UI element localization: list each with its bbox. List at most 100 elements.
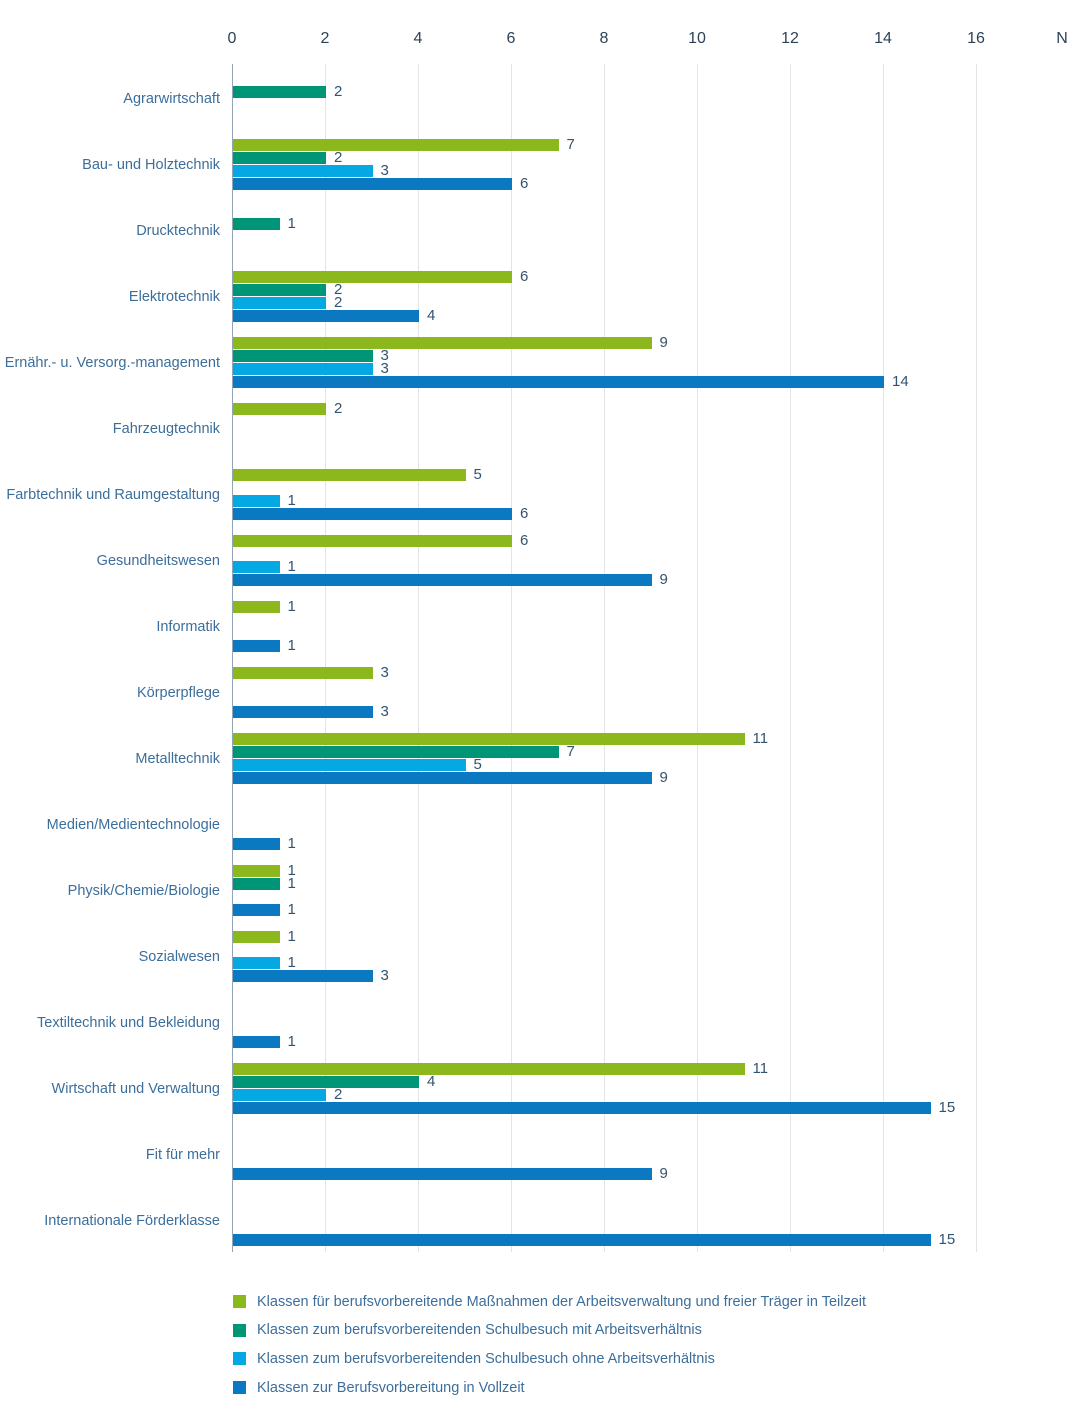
bar <box>233 1036 280 1048</box>
gridline <box>883 64 884 1252</box>
x-axis-unit-label: N <box>1056 30 1068 47</box>
bar <box>233 535 512 547</box>
bar <box>233 310 419 322</box>
bar <box>233 337 652 349</box>
bar-value-label: 3 <box>380 360 389 377</box>
bar-value-label: 1 <box>287 928 296 945</box>
gridline <box>604 64 605 1252</box>
category-label: Gesundheitswesen <box>96 553 220 569</box>
bar-value-label: 4 <box>427 307 436 324</box>
category-label: Agrarwirtschaft <box>123 91 220 107</box>
bar <box>233 165 373 177</box>
legend-item: Klassen zum berufsvorbereitenden Schulbe… <box>233 1350 715 1367</box>
category-label: Sozialwesen <box>138 949 220 965</box>
category-label: Ernähr.- u. Versorg.-management <box>4 355 220 371</box>
bar <box>233 86 326 98</box>
gridline <box>790 64 791 1252</box>
bar <box>233 403 326 415</box>
bar-value-label: 3 <box>380 703 389 720</box>
category-label: Informatik <box>156 619 220 635</box>
bar <box>233 363 373 375</box>
bar-value-label: 9 <box>659 1165 668 1182</box>
bar <box>233 218 280 230</box>
gridline <box>697 64 698 1252</box>
bar-value-label: 1 <box>287 875 296 892</box>
bar <box>233 350 373 362</box>
bar-value-label: 5 <box>473 466 482 483</box>
bar-value-label: 14 <box>892 373 909 390</box>
bar-value-label: 2 <box>334 294 343 311</box>
bar-value-label: 5 <box>473 756 482 773</box>
y-axis-line <box>232 64 233 1252</box>
bar-value-label: 1 <box>287 558 296 575</box>
bar-value-label: 1 <box>287 835 296 852</box>
bar <box>233 1168 652 1180</box>
legend-label: Klassen zur Berufsvorbereitung in Vollze… <box>257 1379 525 1396</box>
category-label: Elektrotechnik <box>128 289 220 305</box>
gridline <box>511 64 512 1252</box>
x-axis-tick-label: 4 <box>413 30 423 47</box>
bar-value-label: 9 <box>659 334 668 351</box>
bar <box>233 561 280 573</box>
bar-value-label: 6 <box>520 532 529 549</box>
bar <box>233 746 559 758</box>
bar <box>233 706 373 718</box>
bar-value-label: 3 <box>380 967 389 984</box>
bar-value-label: 2 <box>334 1086 343 1103</box>
bar <box>233 667 373 679</box>
legend-swatch <box>233 1381 246 1395</box>
category-label: Metalltechnik <box>135 751 220 767</box>
bar <box>233 733 745 745</box>
bar <box>233 904 280 916</box>
bar-value-label: 1 <box>287 215 296 232</box>
x-axis-tick-label: 10 <box>688 30 706 47</box>
category-label: Bau- und Holztechnik <box>82 157 220 173</box>
x-axis-tick-label: 0 <box>227 30 237 47</box>
bar <box>233 640 280 652</box>
bar-value-label: 1 <box>287 598 296 615</box>
category-label: Internationale Förderklasse <box>44 1213 220 1229</box>
bar-value-label: 1 <box>287 492 296 509</box>
bar-value-label: 2 <box>334 281 343 298</box>
bar <box>233 1234 931 1246</box>
legend-label: Klassen für berufsvorbereitende Maßnahme… <box>257 1293 867 1310</box>
legend-swatch <box>233 1352 246 1366</box>
bar <box>233 759 466 771</box>
bar <box>233 1102 931 1114</box>
bar-value-label: 2 <box>334 400 343 417</box>
legend-item: Klassen zum berufsvorbereitenden Schulbe… <box>233 1322 702 1338</box>
bar-value-label: 1 <box>287 1033 296 1050</box>
x-axis-tick-label: 16 <box>967 30 985 47</box>
bar-value-label: 6 <box>520 268 529 285</box>
bar <box>233 957 280 969</box>
bar <box>233 495 280 507</box>
legend-swatch <box>233 1295 246 1308</box>
bar <box>233 1063 745 1075</box>
bar <box>233 297 326 309</box>
category-label: Textiltechnik und Bekleidung <box>37 1015 220 1031</box>
x-axis-tick-label: 14 <box>874 30 892 47</box>
x-axis-tick-label: 12 <box>781 30 799 47</box>
bar <box>233 376 884 388</box>
gridline <box>325 64 326 1252</box>
bar <box>233 271 512 283</box>
bar-value-label: 7 <box>566 743 575 760</box>
category-label: Wirtschaft und Verwaltung <box>51 1081 220 1097</box>
bar-value-label: 15 <box>938 1231 956 1248</box>
bar-value-label: 1 <box>287 954 296 971</box>
bar-value-label: 1 <box>287 637 296 654</box>
bar-value-label: 6 <box>520 175 529 192</box>
bar <box>233 878 280 890</box>
category-label: Medien/Medientechnologie <box>46 817 220 833</box>
category-label: Physik/Chemie/Biologie <box>67 883 220 899</box>
bar-value-label: 2 <box>334 149 343 166</box>
bar <box>233 601 280 613</box>
bar <box>233 178 512 190</box>
bar <box>233 970 373 982</box>
category-label: Fahrzeugtechnik <box>112 421 220 437</box>
legend-label: Klassen zum berufsvorbereitenden Schulbe… <box>257 1350 715 1367</box>
bar <box>233 772 652 784</box>
bar <box>233 139 559 151</box>
x-axis-tick-label: 2 <box>320 30 330 47</box>
